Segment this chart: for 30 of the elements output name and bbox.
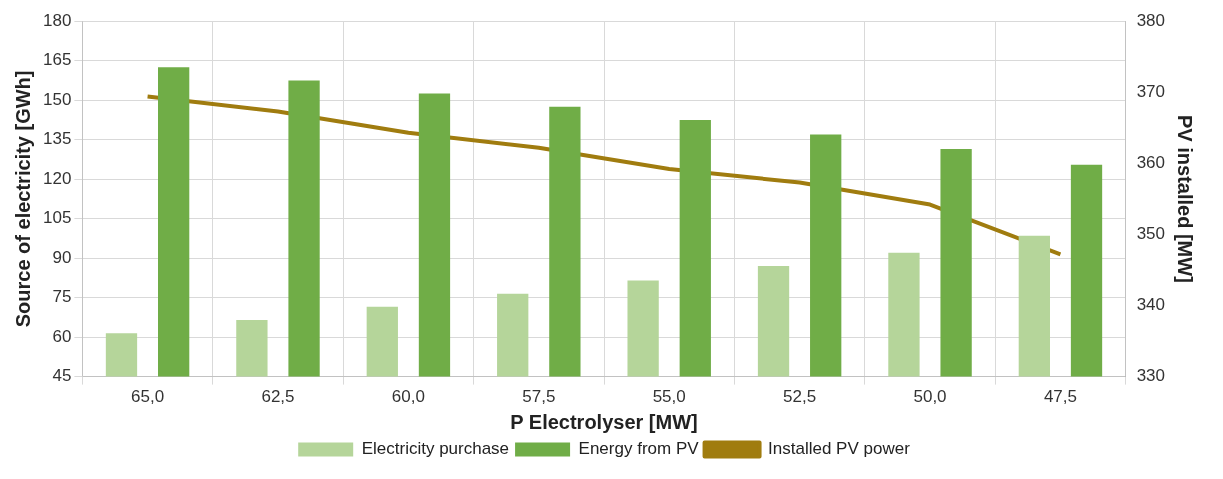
x-tick-label: 62,5 (261, 387, 295, 407)
y-tick-label: 60 (52, 326, 72, 346)
x-tick-label: 47,5 (1043, 387, 1077, 407)
y-tick-label: 165 (42, 50, 72, 70)
y-tick-label: 45 (52, 366, 72, 386)
y2-tick-label: 360 (1136, 153, 1166, 173)
y-tick-label: 90 (52, 247, 72, 267)
y2-tick-label: 380 (1136, 10, 1166, 30)
y-tick-label: 135 (42, 129, 72, 149)
x-tick-label: 52,5 (783, 387, 817, 407)
y-tick-label: 150 (42, 89, 72, 109)
y-tick-label: 75 (52, 287, 72, 307)
x-tick-label: 55,0 (652, 387, 686, 407)
y2-axis-title: PV installed [MW] (1174, 115, 1197, 283)
y2-tick-label: 350 (1136, 224, 1166, 244)
legend-label: Electricity purchase (361, 439, 510, 459)
x-tick-label: 65,0 (131, 387, 165, 407)
y-axis-title: Source of electricity [GWh] (11, 70, 34, 328)
legend-label: Energy from PV (578, 439, 700, 459)
y-tick-label: 105 (42, 208, 72, 228)
x-tick-label: 60,0 (391, 387, 425, 407)
legend-label: Installed PV power (768, 439, 911, 459)
y2-tick-label: 340 (1136, 295, 1166, 315)
x-tick-label: 50,0 (913, 387, 947, 407)
y2-tick-label: 330 (1136, 366, 1166, 386)
y-tick-label: 120 (42, 168, 72, 188)
y-tick-label: 180 (42, 10, 72, 30)
x-tick-label: 57,5 (522, 387, 556, 407)
x-axis-title: P Electrolyser [MW] (510, 410, 698, 433)
y2-tick-label: 370 (1136, 81, 1166, 101)
